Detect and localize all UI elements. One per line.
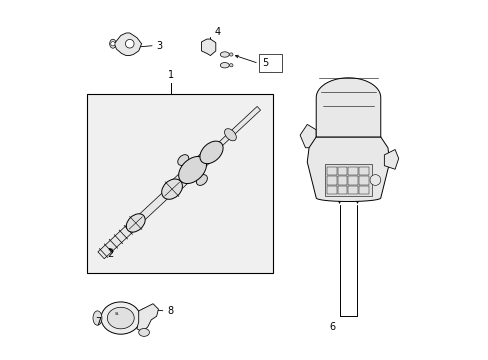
Text: 2: 2 [107,248,113,258]
Text: 4: 4 [214,27,220,37]
Bar [326,186,336,194]
Polygon shape [137,304,158,332]
Ellipse shape [139,328,149,336]
Bar [359,176,368,185]
Polygon shape [316,78,380,137]
Bar [86,94,273,273]
Polygon shape [98,220,139,259]
Text: 7: 7 [95,317,101,327]
Ellipse shape [220,63,229,68]
Polygon shape [300,125,316,148]
Ellipse shape [178,155,188,166]
Bar [325,164,371,196]
Ellipse shape [162,179,182,199]
Ellipse shape [126,214,145,232]
Text: 8: 8 [167,306,173,316]
Text: 1: 1 [167,69,174,80]
Circle shape [369,175,380,185]
Ellipse shape [178,157,206,184]
Text: 3: 3 [156,41,163,50]
Text: SL: SL [115,312,120,316]
Text: 6: 6 [328,322,335,332]
Ellipse shape [101,302,140,334]
Ellipse shape [109,39,116,48]
Ellipse shape [229,53,233,56]
Bar [326,167,336,175]
Bar [348,167,357,175]
Ellipse shape [107,307,134,329]
Bar [337,176,346,185]
Polygon shape [212,107,260,151]
Polygon shape [306,137,389,202]
Text: 5: 5 [262,58,268,68]
Ellipse shape [220,52,229,57]
Bar [359,186,368,194]
Ellipse shape [229,64,233,67]
Polygon shape [167,145,219,194]
Bar [337,167,346,175]
Circle shape [125,40,134,48]
Ellipse shape [200,141,223,164]
Polygon shape [114,33,142,55]
Ellipse shape [196,175,207,185]
Polygon shape [133,186,174,226]
Bar [348,186,357,194]
Bar [359,167,368,175]
Bar [326,176,336,185]
Bar [337,186,346,194]
Circle shape [110,41,115,46]
Bar [258,54,282,72]
Ellipse shape [224,129,236,141]
Ellipse shape [93,311,102,325]
Polygon shape [201,39,215,55]
Bar [348,176,357,185]
Polygon shape [384,149,398,169]
